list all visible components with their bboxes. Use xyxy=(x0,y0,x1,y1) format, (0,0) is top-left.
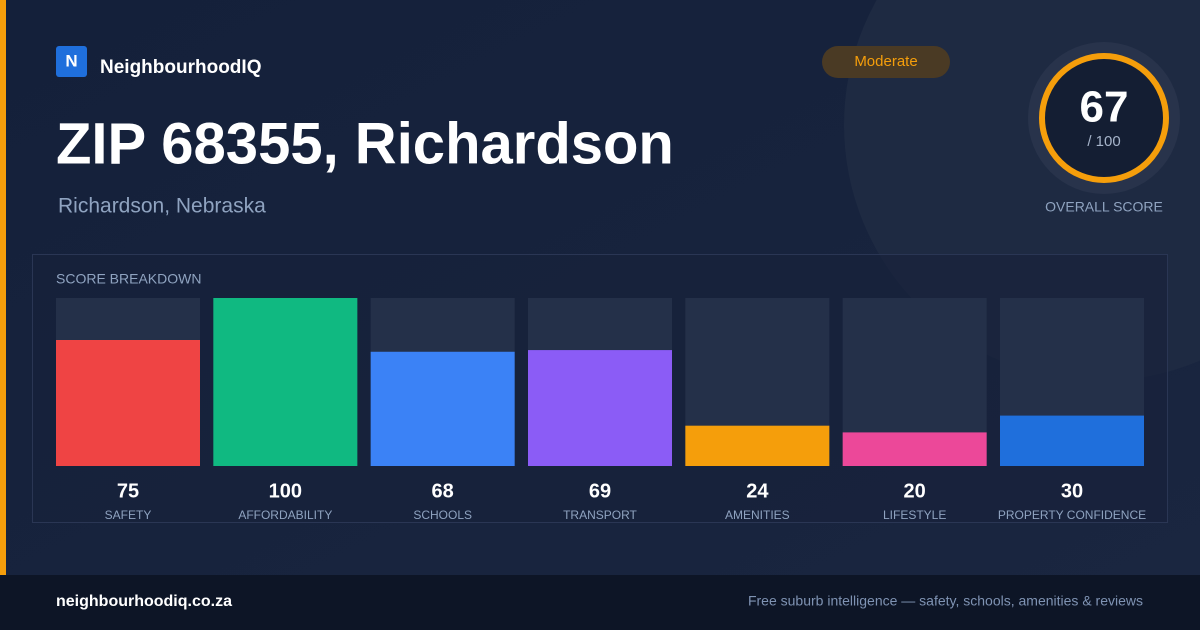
score-ring xyxy=(1039,53,1169,183)
score-out-of: / 100 xyxy=(1087,133,1120,150)
value-label: 68 xyxy=(432,480,454,502)
value-label: 30 xyxy=(1061,480,1083,502)
bar xyxy=(213,298,358,466)
category-label: AMENITIES xyxy=(725,508,790,522)
bar xyxy=(56,340,200,466)
category-label: AFFORDABILITY xyxy=(238,508,332,522)
value-label: 69 xyxy=(589,480,611,502)
score-label: OVERALL SCORE xyxy=(1045,199,1163,215)
footer-tagline: Free suburb intelligence — safety, schoo… xyxy=(748,593,1143,609)
subtitle: Richardson, Nebraska xyxy=(58,195,266,218)
logo-letter: N xyxy=(65,51,77,70)
logo xyxy=(56,46,87,77)
brand-name: NeighbourhoodIQ xyxy=(100,57,261,78)
chart-title: SCORE BREAKDOWN xyxy=(56,271,201,287)
bar xyxy=(1000,415,1144,466)
footer-site: neighbourhoodiq.co.za xyxy=(56,593,232,610)
value-label: 75 xyxy=(117,480,139,502)
bars: 75 SAFETY 100 AFFORDABILITY 68 SCHOOLS 69 TRANS… xyxy=(56,298,1146,522)
bar xyxy=(370,351,515,466)
accent-stripe xyxy=(0,0,6,575)
badge xyxy=(822,46,950,78)
category-label: SCHOOLS xyxy=(413,508,472,522)
bar xyxy=(528,350,672,466)
badge-text: Moderate xyxy=(854,53,917,70)
category-label: TRANSPORT xyxy=(563,508,637,522)
bar xyxy=(842,432,987,466)
value-label: 20 xyxy=(904,480,926,502)
score-value: 67 xyxy=(1080,83,1129,132)
value-label: 100 xyxy=(269,480,302,502)
title: ZIP 68355, Richardson xyxy=(56,111,674,176)
category-label: PROPERTY CONFIDENCE xyxy=(998,508,1146,522)
value-label: 24 xyxy=(746,480,769,502)
category-label: SAFETY xyxy=(105,508,152,522)
category-label: LIFESTYLE xyxy=(883,508,946,522)
footer xyxy=(0,575,1200,630)
bar xyxy=(685,425,830,466)
